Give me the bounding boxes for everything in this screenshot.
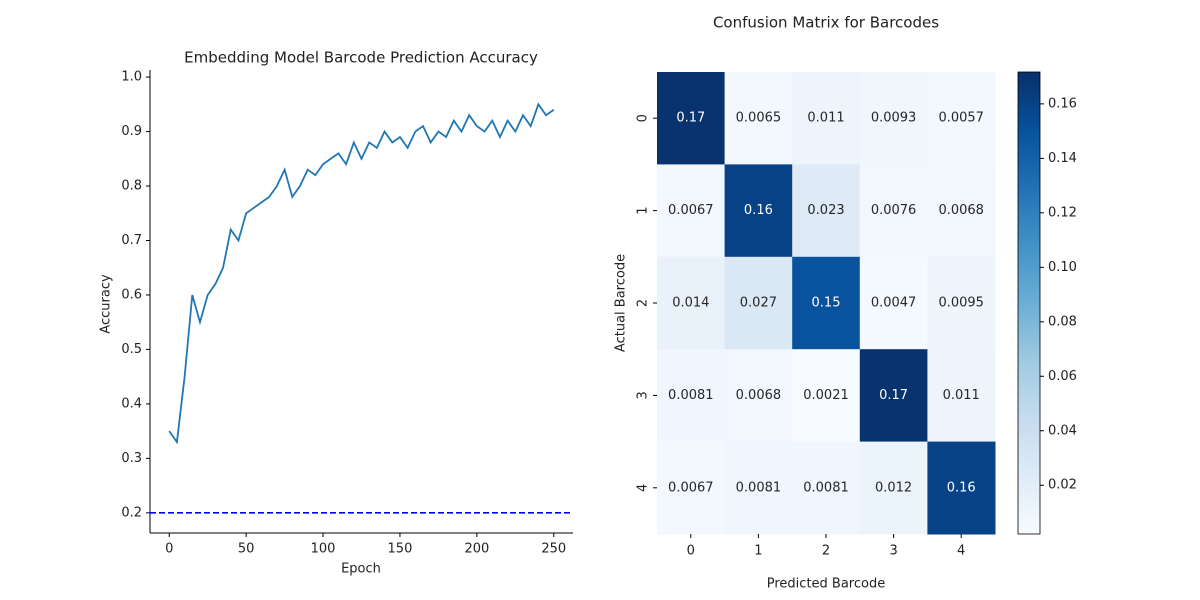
cell-label: 0.0081	[736, 480, 782, 495]
cell-label: 0.15	[812, 296, 841, 311]
x-tick-label: 2	[822, 544, 830, 559]
cell-label: 0.014	[672, 296, 709, 311]
colorbar-tick-label: 0.06	[1048, 369, 1077, 384]
y-tick-label: 1	[636, 206, 651, 214]
heatmap-cell	[724, 256, 793, 350]
colorbar-tick-label: 0.14	[1048, 151, 1077, 166]
heatmap-cell	[792, 441, 861, 535]
heatmap-cell	[724, 72, 793, 165]
cell-label: 0.0093	[871, 111, 917, 126]
y-tick-label: 3	[636, 391, 651, 399]
colorbar	[1017, 71, 1041, 535]
heatmap-cell	[927, 349, 996, 443]
x-tick-label: 3	[889, 544, 897, 559]
heatmap-cell	[792, 72, 861, 165]
y-tick-label: 0.2	[121, 505, 142, 520]
line-title: Embedding Model Barcode Prediction Accur…	[184, 49, 538, 67]
y-tick-label: 1.0	[121, 70, 142, 85]
cell-label: 0.011	[807, 111, 844, 126]
cell-label: 0.17	[879, 388, 908, 403]
y-axis-label: Accuracy	[99, 274, 114, 334]
y-tick-label: 0.8	[121, 179, 142, 194]
y-tick-label: 0.3	[121, 451, 142, 466]
cell-label: 0.0081	[668, 388, 714, 403]
heatmap-cell	[927, 72, 996, 165]
accuracy-line	[168, 102, 555, 445]
heatmap-cell	[657, 256, 726, 350]
colorbar-tick-label: 0.16	[1048, 96, 1077, 111]
x-tick-label: 100	[311, 542, 336, 557]
colorbar-tick-label: 0.08	[1048, 314, 1077, 329]
y-tick-label: 0.9	[121, 124, 142, 139]
cell-label: 0.0067	[668, 480, 714, 495]
heatmap-cell	[657, 441, 726, 535]
heatmap-cell	[927, 256, 996, 350]
colorbar-tick-label: 0.04	[1048, 423, 1077, 438]
heatmap-cell	[657, 349, 726, 443]
heatmap-cell	[657, 164, 726, 258]
cell-label: 0.0047	[871, 296, 917, 311]
y-axis-label: Actual Barcode	[614, 254, 629, 352]
cell-label: 0.011	[943, 388, 980, 403]
heatmap-cell	[724, 349, 793, 443]
cell-label: 0.16	[947, 480, 976, 495]
x-axis-label: Epoch	[341, 562, 381, 577]
x-tick-label: 150	[388, 542, 413, 557]
heatmap-title: Confusion Matrix for Barcodes	[713, 14, 939, 32]
cell-label: 0.17	[676, 111, 705, 126]
heatmap-cell	[859, 164, 928, 258]
heatmap-cell	[859, 256, 928, 350]
x-tick-label: 1	[754, 544, 762, 559]
y-tick-label: 0.5	[121, 342, 142, 357]
heatmap-cell	[792, 164, 861, 258]
cell-label: 0.16	[744, 203, 773, 218]
cell-label: 0.023	[807, 203, 844, 218]
cell-label: 0.0076	[871, 203, 917, 218]
heatmap-cell	[927, 164, 996, 258]
x-tick-label: 50	[238, 542, 255, 557]
cell-label: 0.0057	[938, 111, 984, 126]
heatmap-cell	[859, 349, 928, 443]
x-tick-label: 250	[541, 542, 566, 557]
heatmap-cell	[657, 72, 726, 165]
cell-label: 0.0081	[803, 480, 849, 495]
x-tick-label: 200	[464, 542, 489, 557]
heatmap-cell	[927, 441, 996, 535]
x-tick-label: 4	[957, 544, 965, 559]
y-tick-label: 0.4	[121, 396, 142, 411]
cell-label: 0.0021	[803, 388, 849, 403]
y-tick-label: 2	[636, 299, 651, 307]
y-tick-label: 0	[636, 114, 651, 122]
x-tick-label: 0	[687, 544, 695, 559]
cell-label: 0.0068	[938, 203, 984, 218]
cell-label: 0.012	[875, 480, 912, 495]
colorbar-tick-label: 0.12	[1048, 205, 1077, 220]
y-tick-label: 0.7	[121, 233, 142, 248]
cell-label: 0.0065	[736, 111, 782, 126]
heatmap-cell	[724, 441, 793, 535]
x-axis-label: Predicted Barcode	[767, 577, 885, 592]
heatmap-cell	[724, 164, 793, 258]
colorbar-tick-label: 0.02	[1048, 478, 1077, 493]
heatmap-cell	[792, 349, 861, 443]
colorbar-tick-label: 0.10	[1048, 260, 1077, 275]
heatmap-cell	[792, 256, 861, 350]
cell-label: 0.0067	[668, 203, 714, 218]
cell-label: 0.027	[740, 296, 777, 311]
heatmap-cell	[859, 441, 928, 535]
heatmap-cell	[859, 72, 928, 165]
y-tick-label: 0.6	[121, 287, 142, 302]
y-tick-label: 4	[636, 484, 651, 492]
cell-label: 0.0095	[938, 296, 984, 311]
x-tick-label: 0	[165, 542, 173, 557]
cell-label: 0.0068	[736, 388, 782, 403]
